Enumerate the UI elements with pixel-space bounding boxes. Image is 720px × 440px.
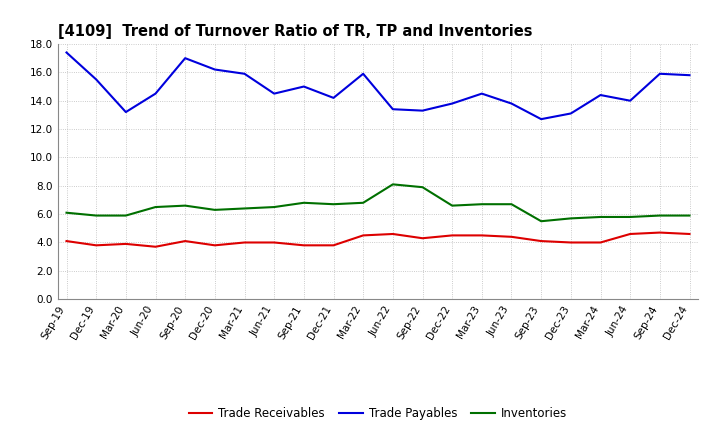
Inventories [596,214,605,220]
Trade Payables [210,67,219,72]
Trade Payables [418,108,427,113]
Trade Receivables [596,240,605,245]
Inventories [300,200,308,205]
Trade Payables [359,71,367,77]
Trade Payables [240,71,249,77]
Trade Payables [626,98,634,103]
Inventories [418,184,427,190]
Line: Inventories: Inventories [66,184,690,221]
Trade Receivables [685,231,694,237]
Inventories [359,200,367,205]
Trade Payables [329,95,338,100]
Inventories [181,203,189,208]
Trade Receivables [181,238,189,244]
Trade Receivables [210,243,219,248]
Trade Receivables [359,233,367,238]
Inventories [210,207,219,213]
Trade Payables [270,91,279,96]
Inventories [507,202,516,207]
Inventories [685,213,694,218]
Trade Receivables [477,233,486,238]
Inventories [477,202,486,207]
Inventories [240,206,249,211]
Inventories [270,205,279,210]
Inventories [537,219,546,224]
Line: Trade Receivables: Trade Receivables [66,233,690,247]
Trade Payables [300,84,308,89]
Trade Receivables [329,243,338,248]
Inventories [655,213,664,218]
Trade Payables [537,117,546,122]
Trade Payables [507,101,516,106]
Trade Payables [685,73,694,78]
Trade Payables [596,92,605,98]
Trade Payables [477,91,486,96]
Inventories [122,213,130,218]
Trade Receivables [626,231,634,237]
Trade Payables [181,55,189,61]
Inventories [92,213,101,218]
Legend: Trade Receivables, Trade Payables, Inventories: Trade Receivables, Trade Payables, Inven… [184,402,572,425]
Trade Receivables [655,230,664,235]
Trade Receivables [567,240,575,245]
Trade Receivables [448,233,456,238]
Trade Receivables [418,235,427,241]
Line: Trade Payables: Trade Payables [66,52,690,119]
Trade Receivables [240,240,249,245]
Trade Receivables [62,238,71,244]
Trade Payables [151,91,160,96]
Text: [4109]  Trend of Turnover Ratio of TR, TP and Inventories: [4109] Trend of Turnover Ratio of TR, TP… [58,24,532,39]
Inventories [389,182,397,187]
Trade Receivables [92,243,101,248]
Trade Payables [448,101,456,106]
Trade Receivables [389,231,397,237]
Trade Receivables [507,234,516,239]
Inventories [567,216,575,221]
Trade Receivables [151,244,160,249]
Trade Payables [122,110,130,115]
Trade Payables [389,106,397,112]
Inventories [62,210,71,215]
Trade Receivables [270,240,279,245]
Trade Receivables [537,238,546,244]
Trade Payables [62,50,71,55]
Trade Payables [655,71,664,77]
Trade Payables [567,111,575,116]
Inventories [448,203,456,208]
Trade Payables [92,77,101,82]
Trade Receivables [122,241,130,246]
Trade Receivables [300,243,308,248]
Inventories [329,202,338,207]
Inventories [151,205,160,210]
Inventories [626,214,634,220]
